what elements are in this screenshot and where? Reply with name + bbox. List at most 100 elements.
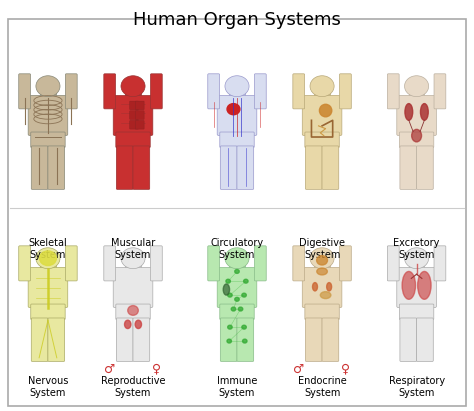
Text: ♂: ♂	[104, 363, 115, 375]
Text: Endocrine
System: Endocrine System	[298, 376, 346, 398]
FancyBboxPatch shape	[305, 146, 322, 189]
Text: ♂: ♂	[293, 363, 304, 375]
Circle shape	[228, 325, 232, 329]
Text: Human Organ Systems: Human Organ Systems	[133, 11, 341, 29]
FancyBboxPatch shape	[104, 246, 116, 281]
Ellipse shape	[320, 292, 331, 299]
FancyBboxPatch shape	[434, 246, 446, 281]
FancyBboxPatch shape	[387, 246, 399, 281]
Ellipse shape	[312, 283, 318, 291]
Circle shape	[404, 76, 428, 97]
FancyBboxPatch shape	[400, 146, 417, 189]
Text: Nervous
System: Nervous System	[28, 376, 68, 398]
Ellipse shape	[402, 271, 416, 299]
FancyBboxPatch shape	[116, 304, 150, 320]
Circle shape	[228, 293, 232, 297]
FancyBboxPatch shape	[293, 74, 305, 109]
FancyBboxPatch shape	[150, 246, 162, 281]
Circle shape	[235, 270, 239, 273]
FancyBboxPatch shape	[48, 318, 64, 361]
Circle shape	[243, 339, 247, 343]
FancyBboxPatch shape	[31, 132, 65, 148]
FancyBboxPatch shape	[116, 132, 150, 148]
FancyBboxPatch shape	[19, 74, 30, 109]
Text: Muscular
System: Muscular System	[111, 238, 155, 260]
FancyBboxPatch shape	[28, 95, 68, 136]
FancyBboxPatch shape	[314, 90, 330, 99]
Circle shape	[242, 293, 246, 297]
FancyBboxPatch shape	[8, 19, 466, 406]
FancyBboxPatch shape	[31, 146, 48, 189]
Circle shape	[238, 307, 243, 311]
FancyBboxPatch shape	[40, 262, 56, 271]
Ellipse shape	[223, 284, 229, 295]
FancyBboxPatch shape	[130, 120, 138, 129]
FancyBboxPatch shape	[136, 120, 144, 129]
FancyBboxPatch shape	[237, 318, 254, 361]
Ellipse shape	[128, 305, 138, 315]
FancyBboxPatch shape	[229, 262, 245, 271]
Ellipse shape	[411, 129, 421, 142]
FancyBboxPatch shape	[133, 146, 150, 189]
FancyBboxPatch shape	[208, 246, 219, 281]
Text: Respiratory
System: Respiratory System	[389, 376, 445, 398]
FancyBboxPatch shape	[65, 246, 77, 281]
Text: Skeletal
System: Skeletal System	[28, 238, 67, 260]
Text: Digestive
System: Digestive System	[299, 238, 345, 260]
FancyBboxPatch shape	[305, 304, 339, 320]
FancyBboxPatch shape	[305, 132, 339, 148]
FancyBboxPatch shape	[400, 318, 417, 361]
FancyBboxPatch shape	[208, 74, 219, 109]
FancyBboxPatch shape	[400, 304, 434, 320]
FancyBboxPatch shape	[104, 74, 116, 109]
Ellipse shape	[135, 320, 142, 328]
Text: Immune
System: Immune System	[217, 376, 257, 398]
FancyBboxPatch shape	[434, 74, 446, 109]
FancyBboxPatch shape	[255, 74, 266, 109]
FancyBboxPatch shape	[19, 246, 30, 281]
Text: ♀: ♀	[152, 363, 161, 375]
Circle shape	[225, 248, 249, 269]
Text: Reproductive
System: Reproductive System	[101, 376, 165, 398]
FancyBboxPatch shape	[217, 95, 257, 136]
Text: Excretory
System: Excretory System	[393, 238, 440, 260]
Circle shape	[36, 76, 60, 97]
FancyBboxPatch shape	[409, 90, 424, 99]
Circle shape	[227, 104, 240, 115]
Circle shape	[244, 279, 248, 283]
FancyBboxPatch shape	[302, 268, 342, 307]
FancyBboxPatch shape	[220, 318, 237, 361]
FancyBboxPatch shape	[116, 146, 133, 189]
FancyBboxPatch shape	[322, 146, 339, 189]
FancyBboxPatch shape	[28, 268, 68, 307]
FancyBboxPatch shape	[302, 95, 342, 136]
FancyBboxPatch shape	[130, 101, 138, 110]
Ellipse shape	[327, 283, 332, 291]
FancyBboxPatch shape	[65, 74, 77, 109]
FancyBboxPatch shape	[255, 246, 266, 281]
Ellipse shape	[317, 268, 328, 275]
Text: ♀: ♀	[341, 363, 350, 375]
FancyBboxPatch shape	[397, 268, 437, 307]
FancyBboxPatch shape	[400, 132, 434, 148]
FancyBboxPatch shape	[31, 304, 65, 320]
Circle shape	[310, 76, 334, 97]
FancyBboxPatch shape	[237, 146, 254, 189]
FancyBboxPatch shape	[125, 262, 141, 271]
Circle shape	[310, 248, 334, 269]
FancyBboxPatch shape	[217, 268, 257, 307]
FancyBboxPatch shape	[133, 318, 150, 361]
FancyBboxPatch shape	[116, 318, 133, 361]
Ellipse shape	[125, 320, 131, 328]
Circle shape	[121, 248, 145, 269]
FancyBboxPatch shape	[48, 146, 64, 189]
Text: Circulatory
System: Circulatory System	[210, 238, 264, 260]
FancyBboxPatch shape	[409, 262, 424, 271]
Circle shape	[227, 339, 231, 343]
Circle shape	[36, 248, 60, 269]
Ellipse shape	[418, 271, 431, 299]
FancyBboxPatch shape	[125, 90, 141, 99]
Circle shape	[226, 279, 230, 283]
Circle shape	[242, 325, 246, 329]
FancyBboxPatch shape	[339, 74, 351, 109]
